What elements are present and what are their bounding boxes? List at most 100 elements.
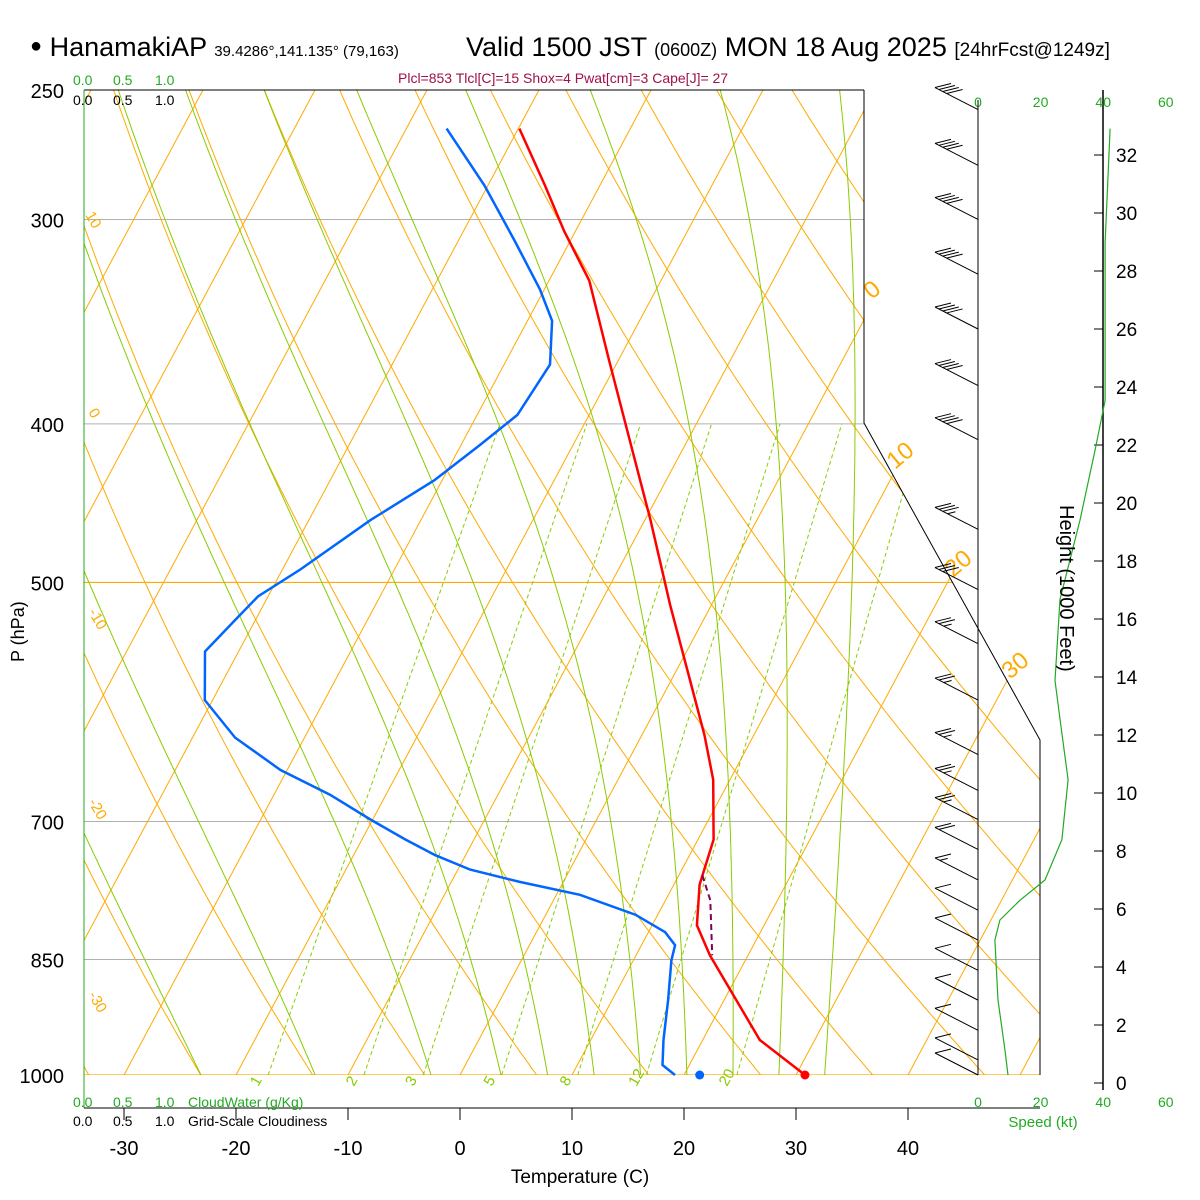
barb-half-feather <box>947 511 956 515</box>
barb-feather <box>934 763 952 769</box>
wind-barb <box>934 502 979 530</box>
barb-staff <box>934 567 979 590</box>
dry-adiabat-line <box>624 90 1040 1075</box>
height-tick-label: 30 <box>1116 204 1137 225</box>
temperature-tick-label: 10 <box>561 1138 583 1160</box>
height-tick-label: 14 <box>1116 668 1138 689</box>
mixing-ratio-label: 1 <box>247 1073 266 1089</box>
barb-feather <box>934 728 952 734</box>
mixing-ratio-label: 20 <box>716 1066 739 1089</box>
wind-barb <box>934 413 979 441</box>
barb-feather <box>942 86 959 92</box>
barb-feather <box>946 88 963 94</box>
wind-barb <box>934 138 979 166</box>
barb-staff <box>934 732 979 755</box>
barb-feather <box>938 415 955 421</box>
mixing-ratio-label: 2 <box>343 1073 362 1089</box>
isotherm-line <box>84 90 219 1075</box>
isotherm-label: -10 <box>85 606 111 633</box>
height-tick-label: 10 <box>1116 784 1137 805</box>
station-coords: 39.4286°,141.135° (79,163) <box>214 43 399 60</box>
height-tick-label: 26 <box>1116 320 1137 341</box>
barb-half-feather <box>943 799 952 803</box>
barb-feather <box>934 413 952 419</box>
stability-indices: Plcl=853 Tlcl[C]=15 Shox=4 Pwat[cm]=3 Ca… <box>398 70 729 86</box>
temperature-tick-label: -30 <box>110 1138 139 1160</box>
pressure-tick-label: 700 <box>31 813 64 835</box>
barb-half-feather <box>943 679 952 683</box>
barb-feather <box>946 308 963 314</box>
barb-staff <box>934 826 979 850</box>
wind-barb <box>934 673 979 701</box>
wind-barb <box>934 883 979 911</box>
wind-barb <box>934 913 979 941</box>
temperature-tick-label: 40 <box>897 1138 919 1160</box>
barb-feather <box>934 502 952 508</box>
valid-utc: (0600Z) <box>654 40 718 60</box>
cloud-scale-bottom: 0.0 0.5 1.0 CloudWater (g/Kg) 0.0 0.5 1.… <box>73 1094 327 1129</box>
barb-staff <box>934 677 979 701</box>
wind-barb <box>934 359 979 387</box>
barb-feather <box>938 249 955 255</box>
wind-barb <box>934 822 979 850</box>
mixing-ratio-label: 5 <box>480 1073 499 1089</box>
y-axis-label: P (hPa) <box>8 601 28 662</box>
dry-adiabat-line <box>1147 61 1200 1110</box>
cloudwater-tick: 1.0 <box>155 72 175 88</box>
wind-barb <box>934 1003 979 1031</box>
mixing-ratio-line <box>422 423 642 1075</box>
height-tick-label: 28 <box>1116 262 1137 283</box>
moist-adiabat-line <box>84 90 218 1075</box>
moist-adiabat-line <box>252 90 599 1075</box>
dry-adiabat-line <box>326 90 1017 1075</box>
surface-dewpoint-marker <box>695 1070 705 1080</box>
wind-barb <box>934 563 979 590</box>
barb-feather <box>934 138 952 144</box>
dry-adiabat-line <box>103 90 677 1075</box>
wind-barb <box>934 943 979 971</box>
barb-half-feather <box>943 734 952 738</box>
barb-feather <box>942 417 959 423</box>
barb-feather <box>934 883 952 889</box>
cloud-scale-top: 0.0 0.5 1.0 0.0 0.5 1.0 <box>73 72 175 108</box>
station-bullet-icon: ● <box>30 35 43 57</box>
barb-feather <box>934 247 952 253</box>
isotherm-label: -30 <box>85 989 111 1016</box>
temperature-line <box>518 128 806 1076</box>
height-axis-label: Height (1000 Feet) <box>1055 505 1077 672</box>
height-tick-label: 22 <box>1116 436 1137 457</box>
mixing-ratio-label: 8 <box>556 1073 575 1089</box>
isotherm-line <box>84 90 443 1075</box>
barb-feather <box>938 619 955 625</box>
barb-feather <box>934 359 952 365</box>
cloudwater-tick: 0.0 <box>73 72 93 88</box>
barb-feather <box>934 617 952 623</box>
cloudwater-tick: 0.5 <box>113 72 133 88</box>
barb-staff <box>934 251 979 275</box>
valid-date: MON 18 Aug 2025 <box>724 32 947 62</box>
dry-adiabat-line <box>177 90 790 1075</box>
barb-feather <box>938 730 955 735</box>
barb-feather <box>934 1048 952 1054</box>
dry-adiabat-line <box>252 90 904 1075</box>
barb-feather <box>946 365 963 370</box>
height-tick-label: 24 <box>1116 378 1138 399</box>
isotherm-line <box>105 90 667 1075</box>
isotherm-label: 30 <box>997 647 1035 685</box>
station-name: HanamakiAP <box>49 32 207 62</box>
barb-feather <box>934 822 952 828</box>
height-tick-label: 18 <box>1116 552 1137 573</box>
moist-adiabat-line <box>84 90 330 1075</box>
dewpoint-line <box>203 127 677 1076</box>
barb-staff <box>934 142 979 166</box>
barb-feather <box>938 824 955 830</box>
isotherm-line <box>665 90 1040 1075</box>
barb-feather <box>938 85 955 90</box>
barb-feather <box>942 363 959 369</box>
barb-staff <box>934 857 979 881</box>
dry-adiabat-line <box>84 90 450 1075</box>
speed-tick-label: 60 <box>1158 94 1174 110</box>
barb-staff <box>934 1037 979 1061</box>
height-tick-label: 20 <box>1116 494 1137 515</box>
